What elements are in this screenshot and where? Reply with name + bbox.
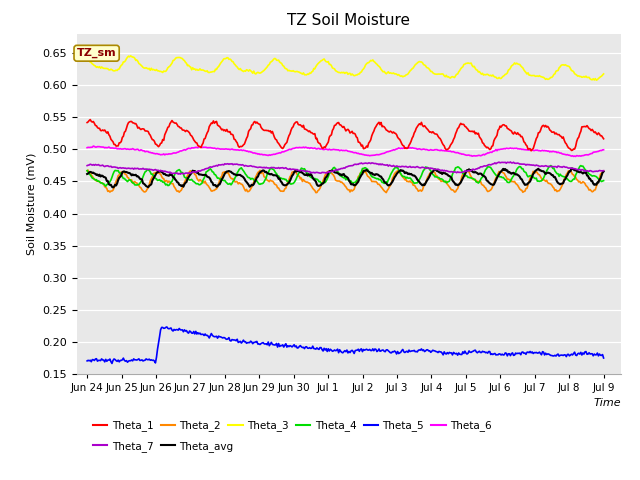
Theta_avg — [508, 171, 515, 177]
Theta_5 — [108, 360, 116, 366]
Theta_1 — [508, 128, 515, 134]
Theta_3 — [330, 66, 337, 72]
Theta_5 — [393, 351, 401, 357]
Text: Time: Time — [593, 398, 621, 408]
Theta_5 — [163, 324, 171, 330]
Theta_7 — [364, 161, 371, 167]
Theta_avg — [333, 170, 340, 176]
Theta_3 — [127, 53, 134, 59]
Theta_2 — [330, 172, 337, 178]
Theta_5 — [331, 347, 339, 353]
Theta_1 — [86, 117, 94, 122]
Theta_avg — [330, 168, 337, 174]
Theta_6 — [83, 145, 91, 151]
Title: TZ Soil Moisture: TZ Soil Moisture — [287, 13, 410, 28]
Line: Theta_5: Theta_5 — [87, 327, 604, 363]
Line: Theta_6: Theta_6 — [87, 146, 604, 156]
Theta_6 — [333, 147, 340, 153]
Theta_1 — [330, 126, 337, 132]
Theta_4 — [508, 176, 515, 182]
Theta_4 — [83, 168, 91, 173]
Theta_7 — [589, 169, 597, 175]
Theta_3 — [508, 63, 515, 69]
Theta_3 — [593, 77, 600, 83]
Theta_6 — [364, 153, 371, 158]
Theta_3 — [600, 71, 607, 77]
Theta_6 — [589, 149, 597, 155]
Theta_7 — [83, 163, 91, 168]
Theta_1 — [392, 131, 399, 136]
Theta_6 — [90, 143, 97, 149]
Theta_7 — [509, 160, 516, 166]
Theta_6 — [392, 146, 399, 152]
Theta_2 — [382, 190, 390, 195]
Theta_7 — [507, 159, 515, 165]
Theta_avg — [109, 185, 117, 191]
Theta_5 — [509, 350, 516, 356]
Theta_2 — [589, 188, 597, 194]
Theta_1 — [83, 120, 91, 125]
Theta_4 — [364, 167, 371, 172]
Theta_4 — [392, 164, 399, 170]
Theta_avg — [600, 168, 607, 174]
Theta_2 — [600, 168, 607, 174]
Theta_1 — [600, 136, 607, 142]
Line: Theta_1: Theta_1 — [87, 120, 604, 151]
Theta_7 — [177, 171, 184, 177]
Theta_2 — [333, 178, 340, 184]
Theta_7 — [330, 168, 337, 174]
Line: Theta_avg: Theta_avg — [87, 168, 604, 188]
Theta_5 — [83, 358, 91, 364]
Theta_3 — [333, 68, 340, 74]
Theta_4 — [589, 173, 597, 179]
Theta_5 — [365, 347, 372, 353]
Theta_1 — [364, 144, 371, 150]
Theta_2 — [364, 173, 371, 179]
Theta_3 — [392, 71, 399, 77]
Theta_6 — [330, 146, 337, 152]
Theta_avg — [83, 171, 91, 177]
Line: Theta_7: Theta_7 — [87, 162, 604, 174]
Theta_3 — [364, 60, 371, 66]
Theta_4 — [333, 168, 340, 173]
Theta_7 — [600, 168, 607, 174]
Theta_avg — [364, 168, 371, 174]
Theta_4 — [330, 165, 337, 170]
Text: TZ_sm: TZ_sm — [77, 48, 116, 59]
Theta_6 — [600, 147, 607, 153]
Theta_5 — [333, 346, 341, 352]
Theta_7 — [333, 167, 340, 172]
Theta_2 — [83, 168, 91, 174]
Theta_6 — [572, 154, 579, 159]
Y-axis label: Soil Moisture (mV): Soil Moisture (mV) — [27, 153, 36, 255]
Theta_3 — [83, 55, 91, 60]
Theta_avg — [392, 173, 399, 179]
Theta_2 — [509, 179, 516, 184]
Theta_avg — [589, 181, 597, 187]
Theta_4 — [102, 183, 109, 189]
Theta_1 — [527, 148, 535, 154]
Legend: Theta_7, Theta_avg: Theta_7, Theta_avg — [93, 441, 234, 452]
Theta_4 — [600, 178, 607, 183]
Theta_6 — [508, 145, 515, 151]
Theta_2 — [84, 167, 92, 173]
Line: Theta_4: Theta_4 — [87, 166, 604, 186]
Line: Theta_2: Theta_2 — [87, 170, 604, 192]
Theta_1 — [333, 121, 340, 127]
Line: Theta_3: Theta_3 — [87, 56, 604, 80]
Theta_4 — [547, 163, 555, 168]
Theta_3 — [588, 77, 596, 83]
Theta_1 — [589, 128, 597, 134]
Theta_5 — [589, 353, 597, 359]
Theta_7 — [392, 164, 399, 169]
Theta_2 — [393, 168, 401, 174]
Theta_avg — [568, 166, 575, 171]
Theta_5 — [600, 355, 607, 361]
